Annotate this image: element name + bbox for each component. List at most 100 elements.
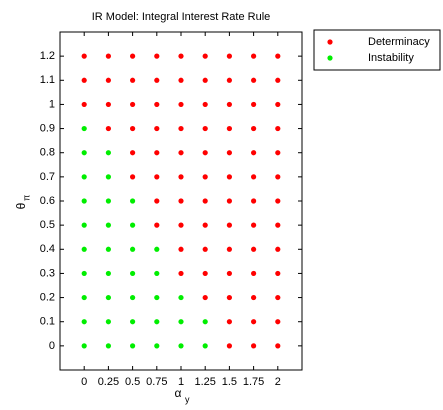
point [105, 270, 111, 277]
point [130, 53, 136, 59]
point [251, 246, 257, 252]
point [81, 319, 87, 325]
point [154, 319, 160, 325]
point [226, 246, 232, 252]
chart-title: IR Model: Integral Interest Rate Rule [92, 11, 271, 23]
point [275, 270, 281, 277]
point [226, 77, 232, 83]
y-tick-label: 1.1 [40, 74, 55, 86]
point [105, 319, 111, 325]
point [251, 77, 257, 83]
point [105, 150, 111, 156]
point [275, 198, 281, 204]
point [226, 198, 232, 204]
y-tick-label: 0 [49, 340, 55, 352]
point [130, 246, 136, 252]
point [105, 101, 111, 108]
point [226, 343, 232, 349]
x-tick-label: 1 [178, 376, 184, 388]
x-tick-label: 0 [81, 376, 87, 388]
point [178, 319, 184, 325]
point [154, 343, 160, 349]
point [105, 198, 111, 204]
point [154, 101, 160, 108]
point [154, 174, 160, 180]
point [202, 270, 208, 277]
y-axis-label-sub: π [21, 195, 31, 201]
x-tick-label: 0.5 [125, 376, 140, 388]
x-tick-label: 2 [275, 376, 281, 388]
point [130, 270, 136, 277]
point [81, 77, 87, 83]
point [251, 53, 257, 59]
legend-box [313, 29, 441, 71]
point [202, 101, 208, 108]
point [178, 294, 184, 301]
point [105, 53, 111, 59]
point [178, 174, 184, 180]
point [275, 319, 281, 325]
point [275, 294, 281, 301]
point [178, 246, 184, 252]
point [202, 343, 208, 349]
point [154, 77, 160, 83]
y-tick-label: 0.4 [40, 243, 55, 255]
point [226, 53, 232, 59]
point [178, 53, 184, 59]
point [105, 125, 111, 132]
point [154, 150, 160, 156]
point [81, 270, 87, 277]
point [275, 222, 281, 228]
legend-label: Instability [368, 52, 414, 64]
point [226, 294, 232, 301]
point [81, 101, 87, 108]
point [105, 246, 111, 252]
point [251, 101, 257, 108]
point [251, 150, 257, 156]
point [154, 198, 160, 204]
point [275, 246, 281, 252]
point [105, 294, 111, 301]
point [154, 294, 160, 301]
y-axis-label-group: θ π [14, 195, 31, 210]
point [178, 77, 184, 83]
point [154, 246, 160, 252]
point [178, 125, 184, 132]
point [178, 270, 184, 277]
y-tick-label: 0.5 [40, 219, 55, 231]
point [251, 174, 257, 180]
point [202, 174, 208, 180]
point [251, 343, 257, 349]
point [105, 77, 111, 83]
point [226, 270, 232, 277]
y-tick-label: 0.1 [40, 316, 55, 328]
point [81, 174, 87, 180]
point [226, 101, 232, 108]
x-tick-label: 1.5 [222, 376, 237, 388]
y-tick-label: 0.6 [40, 195, 55, 207]
point [81, 246, 87, 252]
point [275, 150, 281, 156]
point [105, 174, 111, 180]
point [130, 174, 136, 180]
point [202, 53, 208, 59]
point [81, 222, 87, 228]
y-tick-label: 1.2 [40, 50, 55, 62]
x-tick-label: 1.75 [243, 376, 264, 388]
point [178, 198, 184, 204]
point [130, 125, 136, 132]
point [202, 294, 208, 301]
point [251, 319, 257, 325]
point [226, 150, 232, 156]
legend-marker [327, 39, 333, 45]
point [178, 150, 184, 156]
point [275, 77, 281, 83]
point [130, 77, 136, 83]
point [154, 53, 160, 59]
point [154, 270, 160, 277]
x-tick-label: 0.75 [146, 376, 167, 388]
point [202, 222, 208, 228]
point [130, 222, 136, 228]
y-tick-label: 0.9 [40, 122, 55, 134]
